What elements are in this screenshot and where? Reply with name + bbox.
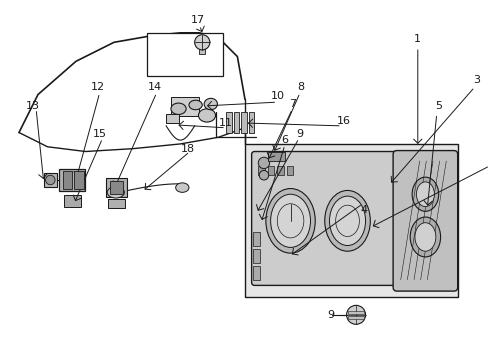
Text: 11: 11 <box>219 118 232 128</box>
Text: 5: 5 <box>434 101 441 111</box>
Bar <box>108 199 125 208</box>
Text: 18: 18 <box>181 144 195 154</box>
Bar <box>59 168 85 192</box>
Circle shape <box>45 175 55 185</box>
FancyBboxPatch shape <box>251 152 399 285</box>
Bar <box>225 112 231 132</box>
Text: 3: 3 <box>472 75 479 85</box>
Ellipse shape <box>324 190 369 251</box>
Bar <box>43 174 57 186</box>
Bar <box>252 266 260 280</box>
Ellipse shape <box>171 103 186 114</box>
Text: 13: 13 <box>26 101 40 111</box>
Text: 6: 6 <box>281 135 288 145</box>
Bar <box>258 166 264 175</box>
Bar <box>267 166 274 175</box>
Text: 16: 16 <box>336 116 350 126</box>
Bar <box>147 33 223 76</box>
Bar <box>348 316 363 319</box>
Bar <box>267 152 285 161</box>
Bar <box>348 311 363 314</box>
Circle shape <box>194 35 209 50</box>
Ellipse shape <box>329 196 365 246</box>
Bar <box>286 166 293 175</box>
Ellipse shape <box>411 177 438 211</box>
Bar <box>248 112 254 132</box>
Ellipse shape <box>409 217 440 257</box>
Circle shape <box>346 305 365 324</box>
Bar <box>233 112 239 132</box>
Bar <box>74 171 83 189</box>
Text: 12: 12 <box>91 82 104 92</box>
Bar <box>166 113 179 123</box>
Bar <box>244 144 457 297</box>
FancyBboxPatch shape <box>392 150 457 291</box>
Ellipse shape <box>415 182 433 207</box>
Text: 10: 10 <box>271 91 285 102</box>
Text: 8: 8 <box>297 82 304 92</box>
Bar <box>110 181 123 194</box>
Bar <box>62 171 72 189</box>
Circle shape <box>258 157 269 168</box>
Bar <box>171 98 199 116</box>
Bar <box>277 166 284 175</box>
Ellipse shape <box>270 194 310 247</box>
Ellipse shape <box>198 109 215 122</box>
Bar <box>252 232 260 246</box>
Ellipse shape <box>203 98 217 110</box>
Text: 1: 1 <box>413 35 421 45</box>
Text: 9: 9 <box>326 310 333 320</box>
Text: 4: 4 <box>359 206 366 215</box>
Bar <box>106 178 127 197</box>
Bar <box>241 112 246 132</box>
Bar <box>252 249 260 262</box>
Ellipse shape <box>265 189 315 253</box>
Bar <box>199 44 204 54</box>
Text: 14: 14 <box>147 82 162 92</box>
Bar <box>63 195 81 207</box>
Ellipse shape <box>188 100 202 110</box>
Ellipse shape <box>175 183 188 192</box>
Ellipse shape <box>107 186 124 198</box>
Ellipse shape <box>414 223 435 251</box>
Text: 17: 17 <box>190 15 204 26</box>
Text: 7: 7 <box>288 99 295 109</box>
Text: 9: 9 <box>296 130 303 139</box>
Circle shape <box>259 171 268 180</box>
Text: 15: 15 <box>93 130 106 139</box>
